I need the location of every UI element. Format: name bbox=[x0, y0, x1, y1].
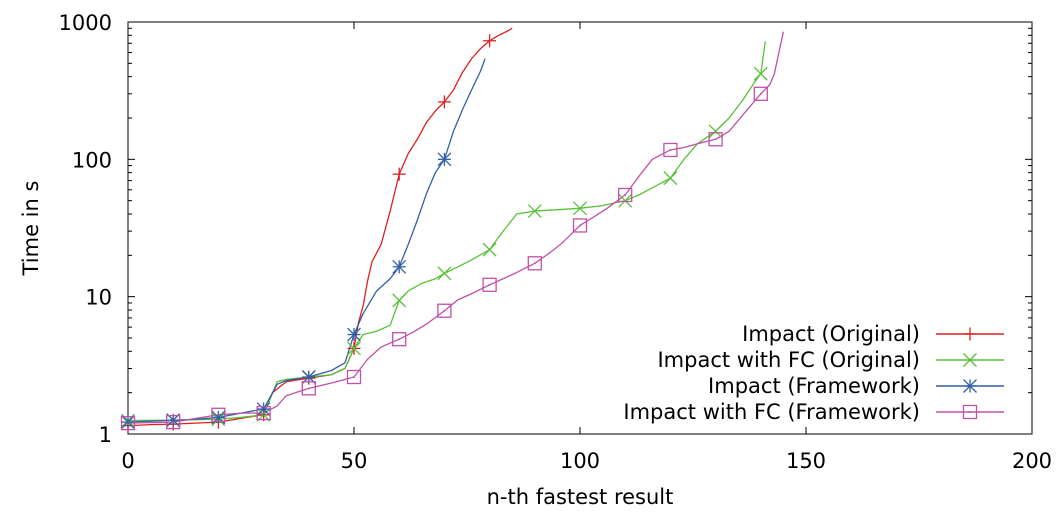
marker-square bbox=[482, 277, 497, 292]
marker-square bbox=[211, 407, 226, 422]
marker-square-dot bbox=[172, 421, 174, 423]
marker-star bbox=[437, 152, 452, 167]
marker-square bbox=[708, 132, 723, 147]
marker-square-dot bbox=[624, 194, 626, 196]
marker-cross bbox=[573, 201, 587, 216]
axis-ticks bbox=[127, 21, 1033, 435]
y-axis-label: Time in s bbox=[19, 181, 43, 277]
marker-square-dot bbox=[398, 338, 400, 341]
legend: Impact (Original)Impact with FC (Origina… bbox=[623, 322, 1004, 424]
marker-star bbox=[392, 259, 407, 274]
marker-square-dot bbox=[488, 284, 491, 286]
x-tick-label: 100 bbox=[560, 449, 600, 473]
legend-label: Impact (Framework) bbox=[708, 374, 920, 398]
marker-square bbox=[572, 218, 588, 233]
legend-label: Impact (Original) bbox=[742, 322, 920, 346]
marker-square-dot bbox=[262, 412, 265, 414]
marker-square-dot bbox=[760, 93, 762, 95]
y-tick-label: 10 bbox=[85, 286, 112, 310]
marker-cross bbox=[963, 353, 977, 367]
x-tick-label: 50 bbox=[341, 449, 368, 473]
marker-cross bbox=[663, 171, 678, 186]
x-axis-label: n-th fastest result bbox=[487, 485, 674, 509]
marker-cross bbox=[618, 193, 633, 208]
marker-square-dot bbox=[714, 138, 717, 141]
marker-square bbox=[618, 187, 633, 203]
marker-cross bbox=[392, 293, 407, 308]
y-tick-label: 1000 bbox=[59, 11, 112, 35]
marker-square bbox=[753, 86, 768, 101]
legend-label: Impact with FC (Framework) bbox=[623, 400, 920, 424]
marker-square-dot bbox=[669, 149, 672, 151]
marker-square bbox=[962, 404, 978, 420]
marker-square bbox=[346, 369, 362, 385]
y-tick-label: 1 bbox=[99, 423, 112, 447]
marker-square-dot bbox=[127, 422, 129, 424]
marker-star bbox=[256, 402, 271, 416]
marker-square bbox=[392, 332, 407, 347]
marker-cross bbox=[753, 66, 768, 81]
y-tick-label: 100 bbox=[72, 148, 112, 172]
marker-square-dot bbox=[969, 411, 971, 413]
tick-labels: 0 50 100 150 200 1 10 100 1000 bbox=[59, 11, 1053, 473]
marker-square-dot bbox=[443, 309, 446, 312]
marker-square-dot bbox=[353, 376, 355, 378]
marker-square bbox=[120, 415, 136, 431]
marker-square-dot bbox=[217, 413, 220, 416]
series-markers bbox=[120, 34, 768, 433]
marker-star bbox=[963, 379, 977, 393]
legend-label: Impact with FC (Original) bbox=[657, 348, 920, 372]
marker-star bbox=[121, 415, 135, 430]
marker-cross bbox=[708, 124, 723, 139]
series-line bbox=[127, 58, 486, 423]
marker-cross bbox=[437, 266, 452, 281]
marker-square bbox=[166, 414, 181, 430]
series-line bbox=[127, 27, 513, 427]
marker-star bbox=[347, 327, 361, 342]
marker-square-dot bbox=[308, 387, 310, 390]
marker-square bbox=[301, 381, 316, 396]
marker-cross bbox=[482, 242, 497, 257]
x-tick-label: 0 bbox=[121, 449, 134, 473]
x-tick-label: 200 bbox=[1012, 449, 1052, 473]
marker-square bbox=[663, 142, 678, 158]
plot-frame bbox=[127, 21, 1033, 435]
marker-square bbox=[527, 256, 542, 271]
marker-square bbox=[437, 303, 452, 318]
x-tick-label: 150 bbox=[786, 449, 826, 473]
marker-cross bbox=[347, 341, 361, 356]
marker-square-dot bbox=[579, 224, 581, 227]
marker-square bbox=[256, 405, 271, 421]
marker-square-dot bbox=[534, 262, 536, 265]
marker-cross bbox=[527, 204, 542, 219]
